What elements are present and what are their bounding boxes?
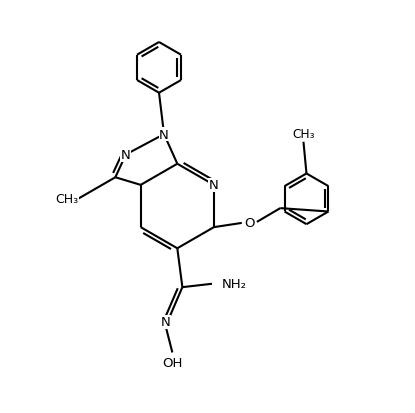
Text: N: N	[209, 179, 219, 192]
Text: CH₃: CH₃	[56, 192, 79, 205]
Text: N: N	[159, 128, 169, 141]
Text: N: N	[121, 149, 131, 161]
Text: O: O	[244, 217, 255, 230]
Text: N: N	[161, 316, 170, 328]
Text: OH: OH	[162, 356, 183, 370]
Text: NH₂: NH₂	[222, 278, 247, 291]
Text: CH₃: CH₃	[292, 128, 315, 140]
